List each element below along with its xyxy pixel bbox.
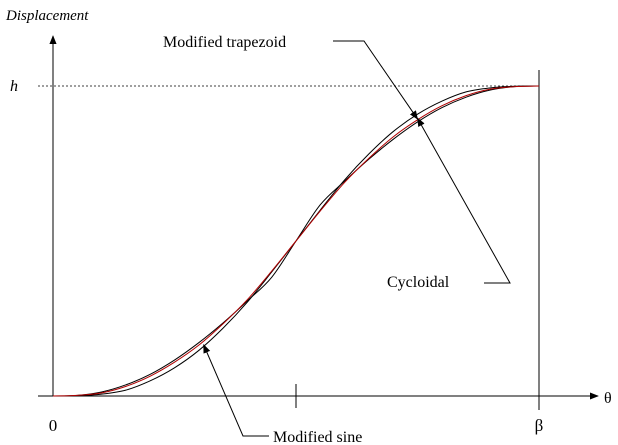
ticks: 0 β h: [10, 78, 543, 435]
cycloidal-annotation-label: Cycloidal: [387, 274, 450, 291]
modified-sine-annotation-label: Modified sine: [273, 429, 362, 445]
cycloidal-annotation-arrow: [417, 117, 511, 284]
y-tick-label: h: [10, 78, 18, 95]
x-tick-label: β: [535, 416, 544, 435]
annotations: Modified trapezoid Cycloidal Modified sine: [163, 34, 511, 445]
modified-sine-annotation-arrow: [203, 344, 269, 437]
modified-trapezoid-annotation-arrow: [333, 40, 419, 120]
x-axis-label: θ: [604, 390, 612, 407]
y-axis-label: Displacement: [5, 8, 89, 24]
modified-sine-curve: [52, 85, 540, 397]
modified-trapezoid-annotation-label: Modified trapezoid: [163, 34, 286, 51]
axes: [38, 35, 599, 410]
x-tick-label: 0: [49, 416, 58, 435]
series-lines: [52, 85, 540, 397]
